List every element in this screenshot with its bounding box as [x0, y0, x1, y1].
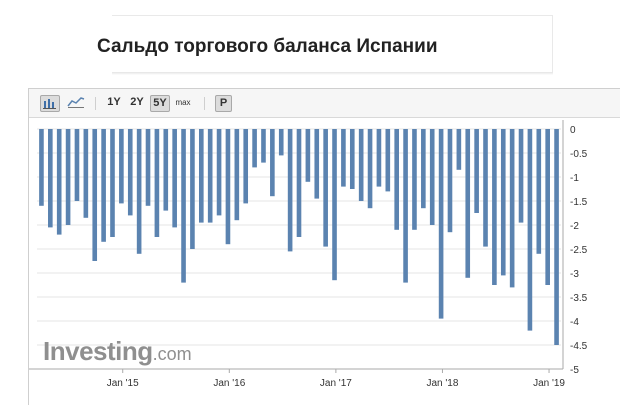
- bar: [412, 129, 417, 230]
- bar: [154, 129, 160, 237]
- page-title: Сальдо торгового баланса Испании: [97, 36, 438, 57]
- bar: [110, 129, 115, 237]
- bar: [172, 129, 177, 228]
- bar: [92, 129, 98, 261]
- bar: [181, 129, 186, 283]
- chart-frame: [28, 88, 620, 405]
- bar: [492, 129, 497, 285]
- toolbar-separator: [204, 97, 205, 110]
- bar: [163, 129, 169, 211]
- bar: [101, 129, 106, 242]
- axis-layer: 0 -0.5 -1 -1.5 -2 -2.5 -3 -3.5 -4 -4.5 -5 Jan '15 Ja…: [29, 120, 588, 389]
- bar: [545, 129, 550, 285]
- y-tick-label: -0.5: [570, 149, 588, 160]
- y-tick-label: -3: [570, 269, 579, 280]
- bar: [527, 129, 533, 331]
- bar: [332, 129, 337, 281]
- bar: [234, 129, 240, 221]
- bar-chart-icon: [43, 99, 56, 109]
- bar: [349, 129, 355, 189]
- bar: [456, 129, 462, 170]
- bar: [536, 129, 542, 254]
- bar: [483, 129, 488, 247]
- bar: [341, 129, 346, 187]
- bar: [127, 129, 133, 216]
- bar: [278, 129, 284, 156]
- bar: [136, 129, 142, 254]
- bar: [323, 129, 328, 247]
- bar: [261, 129, 266, 163]
- bar: [39, 129, 44, 206]
- range-5y-button[interactable]: 5Y: [150, 95, 170, 112]
- range-max-button[interactable]: max: [175, 98, 191, 107]
- bar: [367, 129, 373, 209]
- bar: [119, 129, 124, 204]
- x-tick-label: Jan '17: [320, 378, 352, 389]
- range-2y-button[interactable]: 2Y: [130, 96, 144, 108]
- bar: [403, 129, 408, 283]
- bar: [314, 129, 320, 199]
- bar: [358, 129, 364, 201]
- investing-logo: Investing.com: [43, 336, 192, 366]
- bar-chart-button[interactable]: [40, 95, 60, 112]
- bar: [287, 129, 293, 252]
- line-chart-icon: [67, 97, 85, 108]
- y-tick-label: -3.5: [570, 293, 588, 304]
- bar: [429, 129, 435, 225]
- y-tick-label: -5: [570, 365, 579, 376]
- bar: [465, 129, 471, 278]
- bar: [83, 129, 89, 218]
- y-tick-label: -1.5: [570, 197, 588, 208]
- bar: [48, 129, 53, 228]
- y-tick-label: -1: [570, 173, 579, 184]
- y-tick-label: -4.5: [570, 341, 588, 352]
- x-tick-label: Jan '19: [533, 378, 565, 389]
- chart-toolbar: 1Y 2Y 5Y max P: [29, 89, 620, 118]
- bar: [447, 129, 453, 233]
- bar: [190, 129, 195, 249]
- bar: [216, 129, 222, 216]
- bar: [394, 129, 400, 230]
- bar: [252, 129, 257, 168]
- bar: [518, 129, 524, 223]
- bar: [554, 129, 559, 345]
- bar: [474, 129, 479, 213]
- bar: [74, 129, 80, 201]
- bar: [207, 129, 213, 223]
- x-tick-label: Jan '15: [107, 378, 139, 389]
- bar: [145, 129, 151, 206]
- bar: [376, 129, 382, 187]
- bar: [296, 129, 302, 237]
- bar: [198, 129, 204, 223]
- bar: [305, 129, 311, 182]
- y-tick-label: -4: [570, 317, 579, 328]
- title-card-shadow: [112, 72, 553, 75]
- y-tick-label: 0: [570, 125, 576, 136]
- toolbar-separator: [95, 97, 96, 110]
- bar: [509, 129, 515, 288]
- print-button[interactable]: P: [215, 95, 232, 112]
- range-1y-button[interactable]: 1Y: [107, 96, 121, 108]
- bar: [56, 129, 62, 235]
- line-chart-button[interactable]: [65, 95, 87, 112]
- bar: [500, 129, 506, 276]
- bar: [65, 129, 71, 225]
- title-card: [112, 15, 553, 73]
- bar: [243, 129, 249, 204]
- bar: [385, 129, 391, 192]
- y-tick-label: -2: [570, 221, 579, 232]
- bar-layer: [39, 129, 559, 345]
- x-tick-label: Jan '18: [426, 378, 458, 389]
- bar: [270, 129, 275, 197]
- y-tick-label: -2.5: [570, 245, 588, 256]
- bar: [421, 129, 426, 209]
- x-tick-label: Jan '16: [213, 378, 245, 389]
- bar: [438, 129, 444, 319]
- bar: [225, 129, 231, 245]
